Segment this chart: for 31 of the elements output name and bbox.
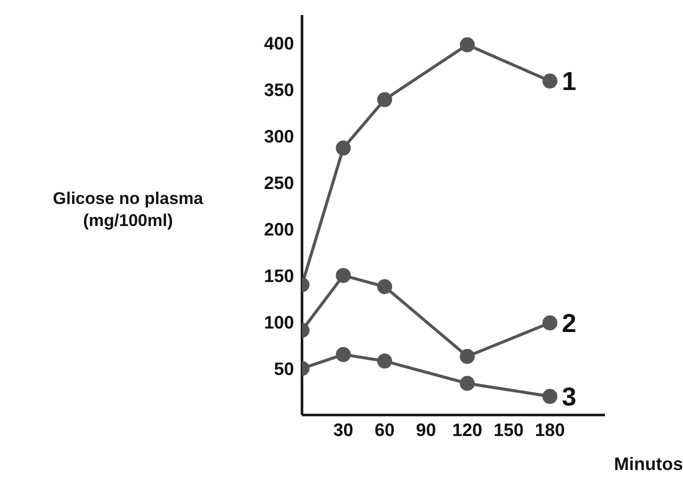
y-tick-label: 250 xyxy=(264,172,294,193)
y-tick-label: 200 xyxy=(264,219,294,240)
y-tick-label: 150 xyxy=(264,266,294,286)
point xyxy=(542,388,558,404)
point xyxy=(377,354,392,369)
x-tick-label: 180 xyxy=(534,420,565,440)
y-tick-label: 300 xyxy=(264,126,294,146)
x-tick-label: 60 xyxy=(374,420,395,440)
y-tick-label: 350 xyxy=(264,80,294,100)
y-tick-label: 400 xyxy=(264,33,294,54)
x-tick-label: 120 xyxy=(452,420,482,440)
x-axis-title: Minutos xyxy=(614,454,683,474)
series-label: 1 xyxy=(562,66,576,96)
point xyxy=(542,74,558,89)
point xyxy=(460,37,475,52)
point xyxy=(460,348,475,364)
point xyxy=(336,347,351,362)
point xyxy=(336,268,351,283)
point xyxy=(377,92,392,108)
point xyxy=(460,376,475,391)
y-tick-label: 50 xyxy=(274,358,294,379)
x-tick-label: 150 xyxy=(494,420,524,440)
series-label: 2 xyxy=(562,308,576,338)
point xyxy=(377,279,392,294)
y-axis-title: Glicose no plasma (mg/100ml) xyxy=(52,188,204,232)
x-tick-label: 90 xyxy=(416,420,436,440)
point xyxy=(336,140,351,156)
point xyxy=(542,315,558,330)
series-label: 3 xyxy=(562,381,576,412)
y-tick-label: 100 xyxy=(264,312,294,332)
x-tick-label: 30 xyxy=(333,420,354,440)
